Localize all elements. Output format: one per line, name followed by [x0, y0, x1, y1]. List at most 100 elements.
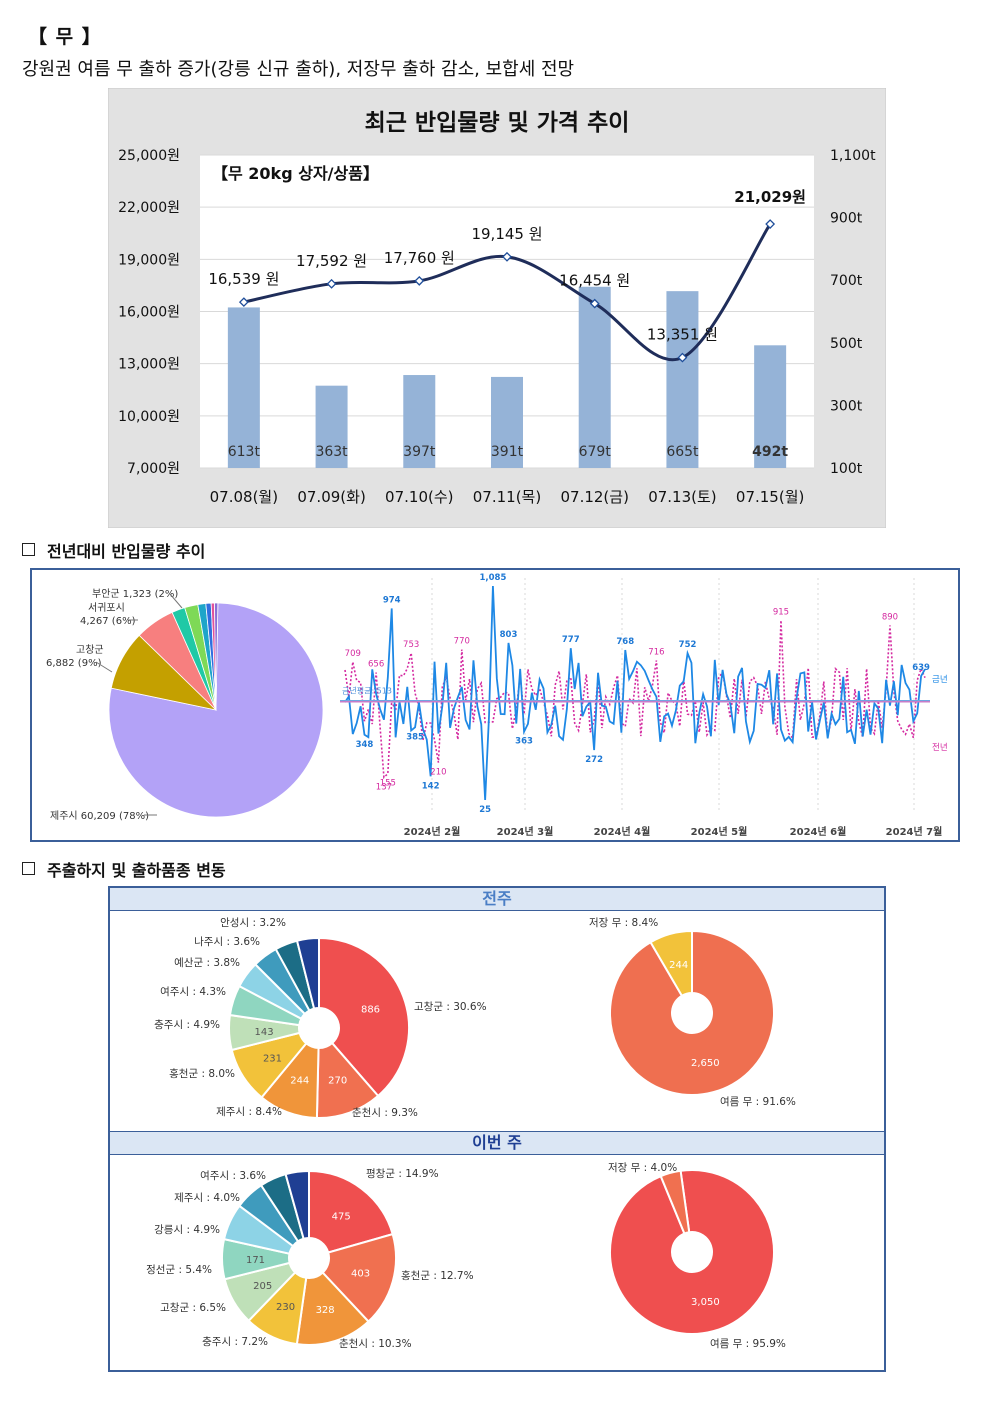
- slice-value-label: 231: [263, 1053, 282, 1064]
- this-week-variety-donut: 3,050 여름 무 : 95.9% 저장 무 : 4.0%: [608, 1162, 786, 1350]
- right-axis-tick: 700t: [830, 273, 863, 289]
- slice-name-label: 춘천시 : 9.3%: [352, 1107, 418, 1119]
- this-year-point-label: 272: [585, 755, 603, 765]
- slice-name-label: 홍천군 : 12.7%: [401, 1269, 474, 1282]
- category-label: 07.13(토): [648, 488, 716, 506]
- category-label: 07.15(월): [736, 488, 804, 506]
- price-label: 13,351 원: [647, 326, 718, 344]
- pie-slice: [315, 1041, 380, 1119]
- pie-label: 부안군 1,323 (2%): [92, 588, 178, 600]
- left-axis-tick: 25,000원: [118, 148, 180, 164]
- pie-slice: [318, 936, 410, 1098]
- volume-bar: [227, 307, 260, 468]
- this-year-point-label: 768: [616, 637, 634, 647]
- pie-slice: [295, 1271, 370, 1346]
- slice-name-label: 제주시 : 8.4%: [216, 1106, 282, 1118]
- origin-share-pie: 제주시 60,209 (78%) 고창군 6,882 (9%) 서귀포시 4,267 (…: [46, 588, 324, 822]
- volume-bar: [754, 345, 787, 468]
- pie-label: 고창군: [76, 644, 104, 656]
- last-year-point-label: 155: [380, 779, 396, 789]
- pie-slice: [659, 1169, 691, 1235]
- chart-title: 최근 반입물량 및 가격 추이: [365, 110, 630, 136]
- slice-name-label: 춘천시 : 10.3%: [339, 1338, 412, 1350]
- checkbox-glyph: [22, 862, 35, 875]
- slice-value-label: 244: [290, 1076, 309, 1087]
- slice-name-label: 여름 무 : 91.6%: [720, 1096, 796, 1108]
- volume-bar: [315, 385, 348, 468]
- last-year-point-label: 656: [368, 660, 384, 670]
- slice-name-label: 평창군 : 14.9%: [366, 1168, 439, 1180]
- yoy-panel: 제주시 60,209 (78%) 고창군 6,882 (9%) 서귀포시 4,267 (…: [30, 568, 960, 842]
- last-year-point-label: 770: [454, 637, 470, 647]
- average-label: 금년평균: 513: [342, 685, 392, 695]
- slice-value-label: 403: [351, 1268, 370, 1279]
- pie-slice: [284, 1169, 310, 1240]
- left-axis-tick: 13,000원: [118, 357, 180, 373]
- left-axis-tick: 19,000원: [118, 252, 180, 268]
- this-year-point-label: 25: [479, 805, 491, 815]
- pie-label: 6,882 (9%): [46, 658, 102, 669]
- price-label: 21,029원: [734, 188, 806, 206]
- last-year-point-label: 709: [345, 649, 361, 659]
- origin-panel: 전주 886 270 244 231 143 고창군 : 30.6% 춘천시 : 9.3% 제…: [108, 886, 886, 1372]
- this-year-point-label: 142: [422, 781, 440, 791]
- this-year-point-label: 363: [515, 737, 533, 747]
- slice-name-label: 예산군 : 3.8%: [174, 956, 240, 969]
- price-marker: [502, 251, 512, 262]
- chart-subtitle: 【무 20kg 상자/상품】: [212, 164, 379, 183]
- left-axis-tick: 7,000원: [127, 461, 180, 477]
- right-axis-tick: 300t: [830, 398, 863, 414]
- slice-name-label: 저장 무 : 8.4%: [589, 917, 658, 929]
- slice-value-label: 244: [669, 960, 688, 971]
- checkbox-glyph: [22, 543, 35, 556]
- series-last-year: [344, 620, 926, 780]
- category-label: 07.09(화): [297, 488, 365, 506]
- price-label: 16,454 원: [559, 272, 630, 290]
- price-label: 17,592 원: [296, 252, 367, 270]
- slice-name-label: 홍천군 : 8.0%: [169, 1067, 235, 1080]
- this-week-header: 이번 주: [110, 1131, 884, 1155]
- this-year-point-label: 803: [500, 630, 518, 640]
- slice-name-label: 여주시 : 3.6%: [200, 1170, 266, 1182]
- volume-label: 391t: [491, 444, 524, 460]
- slice-value-label: 328: [316, 1305, 335, 1316]
- x-tick-label: 2024년 5월: [691, 825, 748, 838]
- yoy-volume-line-chart: 2024년 2월 2024년 3월 2024년 4월 2024년 5월 2024년 6월…: [340, 573, 948, 838]
- price-marker: [238, 297, 249, 308]
- slice-value-label: 205: [253, 1281, 272, 1292]
- x-tick-label: 2024년 2월: [404, 825, 461, 838]
- slice-name-label: 제주시 : 4.0%: [174, 1192, 240, 1204]
- pie-label: 서귀포시: [88, 602, 125, 614]
- this-week-origin-pie: 475 403 328 230 205 171 평창군 : 14.9% 홍천군 : 12.7%…: [146, 1168, 474, 1350]
- last-year-point-label: 210: [430, 768, 446, 778]
- prev-week-header: 전주: [110, 888, 884, 911]
- slice-name-label: 안성시 : 3.2%: [220, 917, 286, 929]
- pie-slice: [609, 929, 775, 1096]
- pie-label: 4,267 (6%): [80, 616, 136, 627]
- last-year-point-label: 890: [882, 612, 898, 622]
- trend-section-title: 전년대비 반입물량 추이: [22, 538, 205, 562]
- last-year-point-label: 716: [648, 647, 664, 657]
- origin-section-title: 주출하지 및 출하품종 변동: [22, 857, 226, 881]
- volume-bar: [403, 375, 436, 468]
- series-this-year: [344, 585, 926, 801]
- this-year-point-label: 385: [406, 732, 424, 742]
- x-tick-label: 2024년 3월: [497, 825, 554, 838]
- last-year-point-label: 137: [376, 782, 392, 792]
- right-axis-tick: 900t: [830, 211, 863, 227]
- right-axis-tick: 1,100t: [830, 148, 876, 164]
- volume-label: 363t: [315, 444, 348, 460]
- slice-name-label: 나주시 : 3.6%: [194, 936, 260, 948]
- pie-slice: [295, 936, 320, 1010]
- last-year-point-label: 915: [773, 607, 789, 617]
- legend-this-year: 금년: [932, 674, 948, 685]
- pie-slice: [609, 1169, 775, 1335]
- slice-value-label: 230: [276, 1302, 295, 1313]
- slice-name-label: 고창군 : 6.5%: [160, 1302, 226, 1314]
- volume-bar: [666, 291, 699, 468]
- slice-value-label: 270: [328, 1076, 347, 1087]
- slice-name-label: 충주시 : 4.9%: [154, 1019, 220, 1031]
- this-year-point-label: 639: [912, 663, 930, 673]
- volume-label: 665t: [666, 444, 699, 460]
- pie-slice: [321, 1232, 397, 1323]
